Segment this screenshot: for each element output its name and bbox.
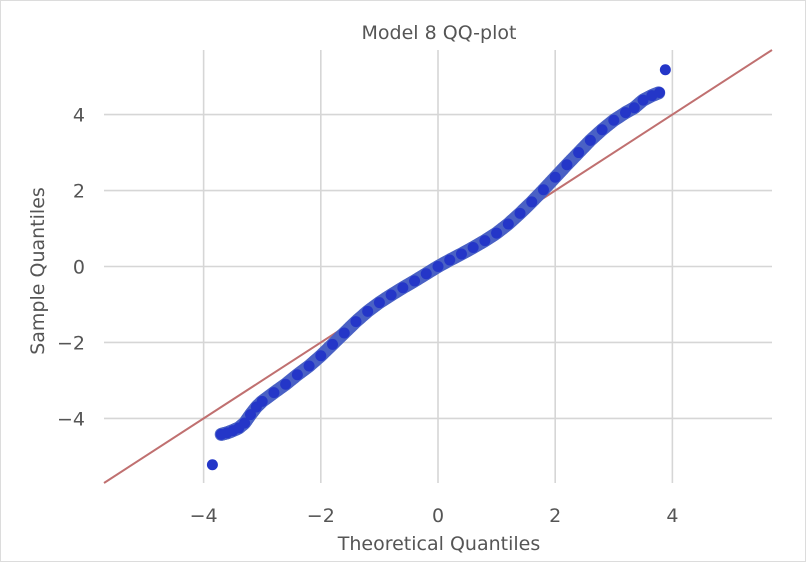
data-point — [628, 102, 640, 114]
data-point — [291, 369, 303, 381]
data-point — [432, 261, 444, 272]
data-point — [385, 289, 397, 301]
data-point — [608, 114, 620, 126]
y-tick-label: 0 — [73, 257, 85, 279]
data-point — [338, 327, 350, 339]
data-point — [479, 235, 491, 247]
data-point — [637, 94, 649, 106]
data-point — [239, 417, 251, 429]
data-point — [280, 378, 292, 390]
data-point — [561, 159, 573, 171]
data-point — [409, 275, 421, 287]
y-tick-label: 2 — [73, 181, 85, 203]
data-point — [268, 387, 280, 399]
data-point — [397, 282, 409, 294]
y-tick-label: 4 — [73, 105, 85, 127]
x-tick-label: 4 — [666, 505, 678, 527]
y-tick-labels: −4 −2 0 2 4 — [57, 105, 85, 431]
y-axis-label: Sample Quantiles — [27, 187, 49, 355]
data-point — [584, 134, 596, 146]
data-point — [420, 268, 432, 280]
data-point — [206, 459, 218, 471]
data-point — [373, 297, 385, 309]
data-point — [491, 227, 503, 239]
x-tick-label: 2 — [549, 505, 561, 527]
y-tick-label: −2 — [57, 332, 85, 354]
data-point — [315, 350, 327, 362]
data-point — [444, 254, 456, 266]
y-tick-label: −4 — [57, 408, 85, 430]
x-tick-label: 0 — [432, 505, 444, 527]
data-point — [350, 316, 362, 328]
data-point — [256, 395, 268, 407]
data-point — [659, 64, 671, 76]
data-point — [303, 360, 315, 372]
x-tick-label: −4 — [190, 505, 218, 527]
data-point — [502, 218, 514, 230]
data-point — [653, 87, 665, 99]
data-point — [244, 409, 256, 421]
x-axis-label: Theoretical Quantiles — [337, 533, 540, 555]
x-tick-labels: −4 −2 0 2 4 — [190, 505, 679, 527]
data-point — [467, 242, 479, 254]
data-point — [362, 305, 374, 317]
data-point — [455, 248, 467, 260]
data-point — [327, 338, 339, 350]
data-point — [514, 207, 526, 219]
data-point — [537, 184, 549, 196]
data-point — [620, 107, 632, 119]
data-point — [526, 196, 538, 208]
data-points — [206, 64, 671, 471]
chart-title: Model 8 QQ-plot — [362, 22, 517, 44]
data-point — [549, 171, 561, 183]
data-point — [573, 147, 585, 159]
data-point — [596, 124, 608, 136]
x-tick-label: −2 — [307, 505, 335, 527]
